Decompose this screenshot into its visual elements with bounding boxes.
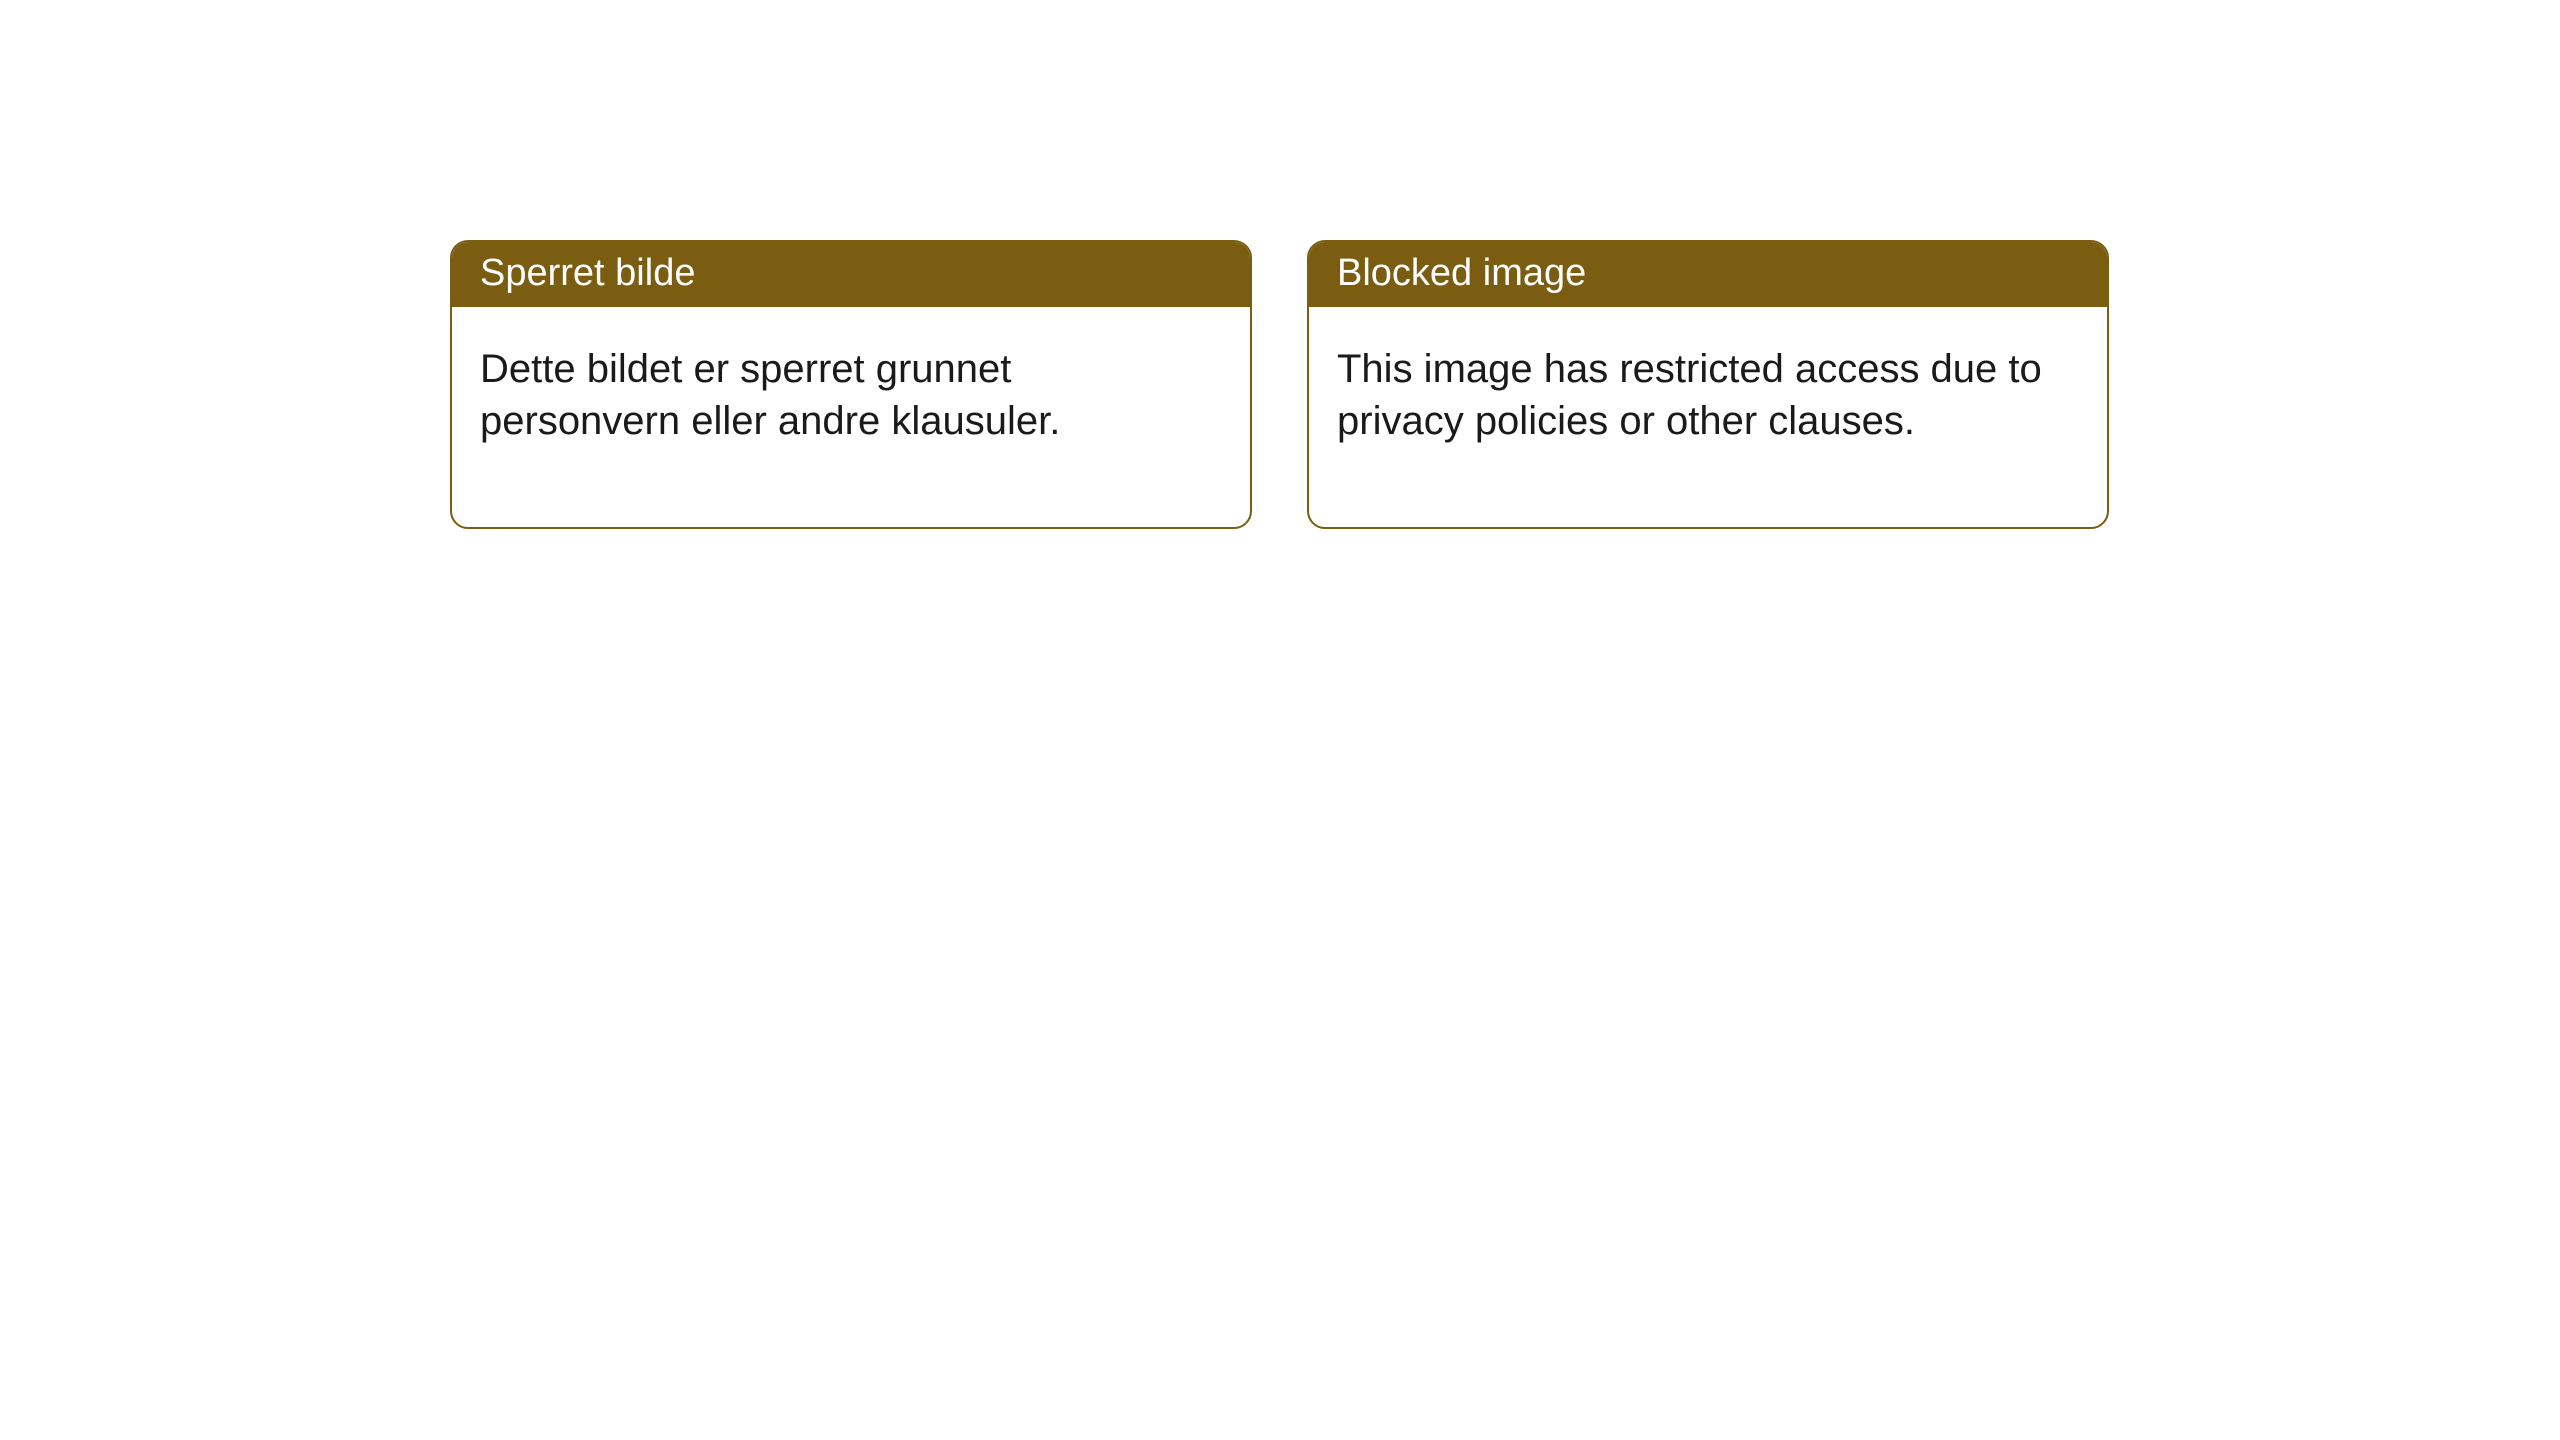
notice-card-norwegian: Sperret bilde Dette bildet er sperret gr… [450,240,1252,529]
card-message: Dette bildet er sperret grunnet personve… [480,347,1060,443]
card-header: Sperret bilde [452,242,1250,307]
card-title: Blocked image [1337,252,1586,294]
notice-card-english: Blocked image This image has restricted … [1307,240,2109,529]
card-title: Sperret bilde [480,252,695,294]
card-message: This image has restricted access due to … [1337,347,2042,443]
card-body: This image has restricted access due to … [1309,307,2107,527]
card-body: Dette bildet er sperret grunnet personve… [452,307,1250,527]
card-header: Blocked image [1309,242,2107,307]
notice-container: Sperret bilde Dette bildet er sperret gr… [0,0,2560,529]
